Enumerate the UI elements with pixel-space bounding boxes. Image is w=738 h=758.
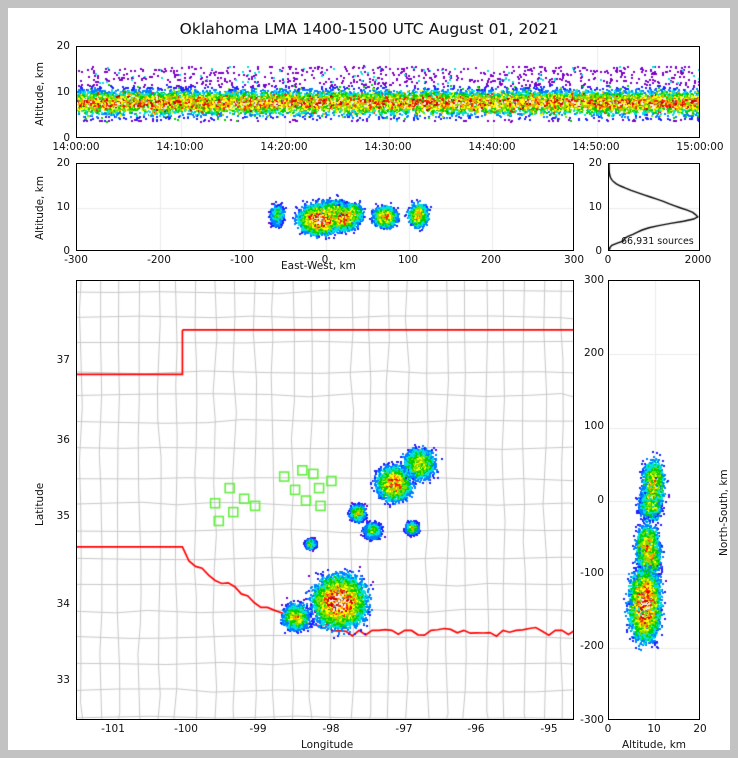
map-xtick-m96: -96 [467, 723, 485, 735]
east-west-xlabel: East-West, km [281, 260, 356, 272]
north-south-xtick-0: 0 [604, 723, 612, 735]
figure-title: Oklahoma LMA 1400-1500 UTC August 01, 20… [179, 20, 559, 38]
map-ns-tick-0: 0 [597, 494, 604, 506]
north-south-ylabel: North-South, km [718, 469, 730, 556]
map-ns-tick-300: 300 [583, 274, 604, 286]
map-ylabel: Latitude [34, 482, 46, 526]
time-height-ytick-10: 10 [56, 86, 70, 98]
east-west-xtick-m300: -300 [64, 254, 88, 266]
source-count-annotation: 66,931 sources [621, 236, 694, 247]
map-xtick-m100: -100 [174, 723, 198, 735]
map-xtick-m97: -97 [395, 723, 413, 735]
map-xlabel: Longitude [301, 739, 354, 750]
east-west-ytick-20: 20 [56, 157, 70, 169]
north-south-xlabel: Altitude, km [622, 739, 687, 750]
altitude-histogram-ytick-0: 0 [595, 245, 602, 257]
time-height-xtick-6: 15:00:00 [676, 141, 724, 153]
map-ytick-34: 34 [56, 598, 70, 610]
north-south-xtick-20: 20 [693, 723, 707, 735]
east-west-xtick-200: 200 [480, 254, 502, 266]
east-west-ylabel: Altitude, km [34, 175, 46, 240]
time-height-xtick-4: 14:40:00 [468, 141, 516, 153]
map-ns-tick-100: 100 [583, 420, 604, 432]
east-west-xtick-100: 100 [397, 254, 419, 266]
time-height-xtick-3: 14:30:00 [364, 141, 412, 153]
map-ns-tick-m300: -300 [580, 714, 604, 726]
lat-lon-map[interactable] [76, 280, 574, 720]
time-height-ylabel: Altitude, km [34, 61, 46, 126]
time-height-ytick-20: 20 [56, 40, 70, 52]
map-xtick-m99: -99 [249, 723, 267, 735]
map-ytick-35: 35 [56, 510, 70, 522]
time-height-ytick-0: 0 [63, 132, 70, 144]
time-height-xtick-0: 14:00:00 [52, 141, 100, 153]
map-ytick-37: 37 [56, 354, 70, 366]
map-ns-tick-m200: -200 [580, 640, 604, 652]
map-ytick-36: 36 [56, 434, 70, 446]
east-west-cross-section[interactable] [76, 163, 574, 251]
east-west-ytick-10: 10 [56, 201, 70, 213]
map-ns-tick-200: 200 [583, 347, 604, 359]
altitude-histogram-ytick-20: 20 [588, 157, 602, 169]
altitude-histogram-ytick-10: 10 [588, 201, 602, 213]
east-west-xtick-m200: -200 [147, 254, 171, 266]
altitude-histogram-xtick-2000: 2000 [684, 254, 712, 266]
north-south-cross-section[interactable] [608, 280, 700, 720]
time-height-panel[interactable] [76, 46, 700, 138]
north-south-xtick-10: 10 [647, 723, 661, 735]
time-height-xtick-2: 14:20:00 [260, 141, 308, 153]
map-ytick-33: 33 [56, 674, 70, 686]
east-west-ytick-0: 0 [63, 245, 70, 257]
map-ns-tick-m100: -100 [580, 567, 604, 579]
map-xtick-m101: -101 [101, 723, 125, 735]
altitude-histogram[interactable] [608, 163, 700, 251]
east-west-xtick-m100: -100 [230, 254, 254, 266]
east-west-xtick-0: 0 [321, 254, 329, 266]
time-height-xtick-1: 14:10:00 [156, 141, 204, 153]
altitude-histogram-xtick-0: 0 [604, 254, 612, 266]
time-height-xtick-5: 14:50:00 [572, 141, 620, 153]
map-xtick-m95: -95 [540, 723, 558, 735]
east-west-xtick-300: 300 [563, 254, 585, 266]
figure-canvas: Oklahoma LMA 1400-1500 UTC August 01, 20… [8, 8, 730, 750]
map-xtick-m98: -98 [322, 723, 340, 735]
